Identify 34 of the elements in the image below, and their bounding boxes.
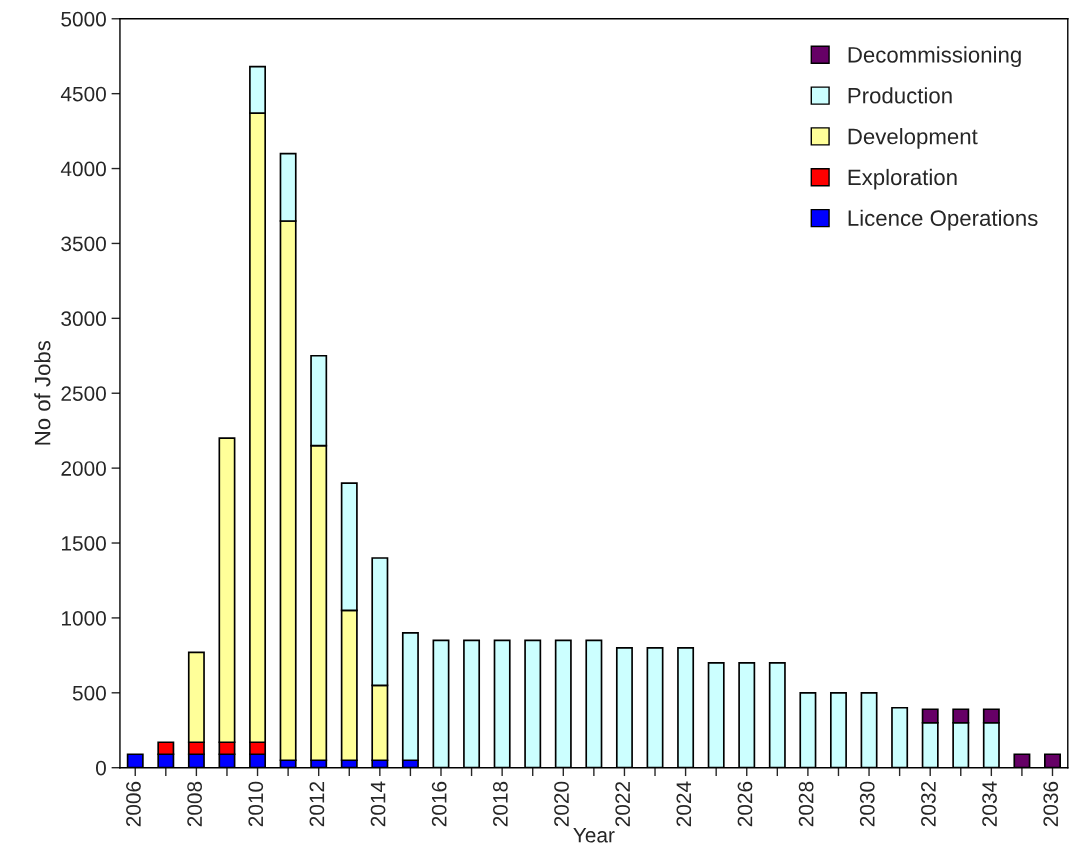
x-tick-label: 2030 xyxy=(859,781,875,827)
x-tick-label: 2024 xyxy=(676,781,692,827)
x-axis-title: Year xyxy=(573,828,615,843)
x-tick-label: 2034 xyxy=(982,781,997,827)
y-axis-title: No of Jobs xyxy=(34,340,51,445)
x-tick-label: 2012 xyxy=(309,781,325,827)
y-tick-label: 0 xyxy=(95,760,106,776)
x-tick-label: 2020 xyxy=(554,781,569,827)
y-tick-label: 2000 xyxy=(61,461,106,476)
y-tick-label: 3500 xyxy=(61,236,106,252)
x-tick-label: 2008 xyxy=(187,781,202,827)
y-tick-label: 5000 xyxy=(61,11,106,27)
x-tick-label: 2032 xyxy=(921,781,936,827)
legend-label: Decommissioning xyxy=(848,46,1021,68)
x-tick-label: 2010 xyxy=(248,781,264,827)
legend-label: Production xyxy=(848,87,952,104)
x-tick-label: 2028 xyxy=(798,781,814,827)
x-tick-label: 2006 xyxy=(126,781,141,827)
y-tick-label: 2500 xyxy=(61,386,106,401)
x-tick-label: 2022 xyxy=(615,781,631,827)
x-tick-label: 2016 xyxy=(431,781,447,827)
y-tick-label: 3000 xyxy=(61,311,106,327)
y-tick-label: 1500 xyxy=(62,536,106,551)
y-tick-label: 500 xyxy=(72,685,106,701)
y-tick-label: 1000 xyxy=(62,610,106,626)
y-tick-label: 4500 xyxy=(60,86,106,102)
x-tick-label: 2036 xyxy=(1043,781,1059,827)
x-tick-label: 2014 xyxy=(370,781,386,827)
x-tick-label: 2018 xyxy=(492,781,508,827)
y-tick-label: 4000 xyxy=(60,161,106,177)
x-tick-label: 2026 xyxy=(737,781,753,827)
legend-label: Exploration xyxy=(848,168,957,190)
legend-label: Licence Operations xyxy=(848,209,1038,231)
legend-label: Development xyxy=(848,128,978,149)
